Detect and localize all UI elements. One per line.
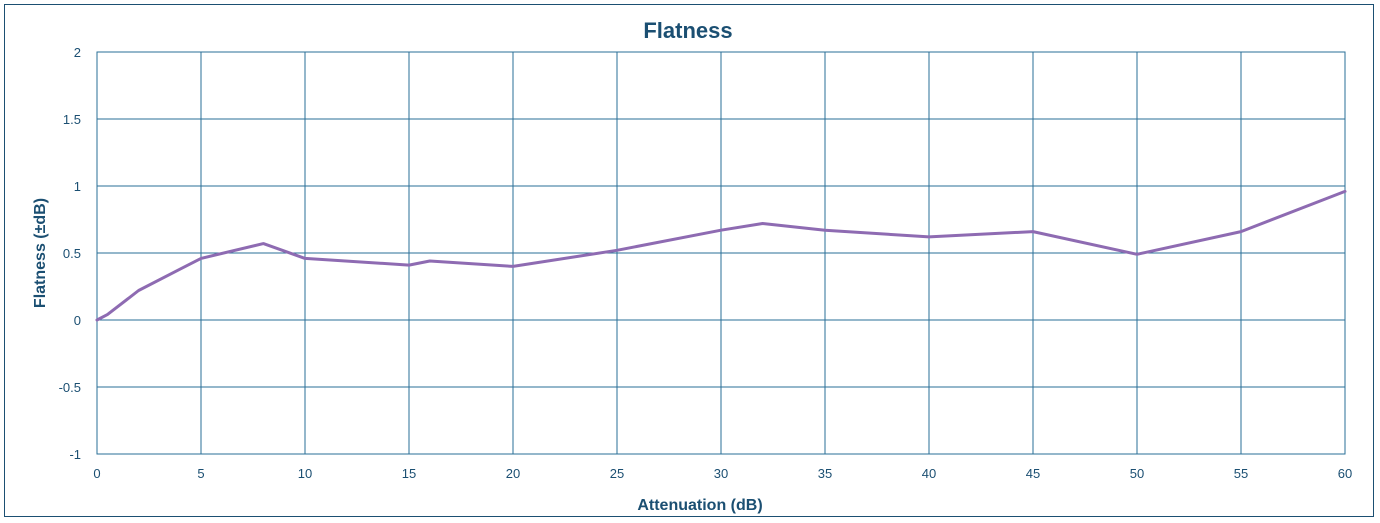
chart-title: Flatness: [643, 18, 732, 43]
y-axis-title: Flatness (±dB): [32, 198, 49, 308]
x-tick-label: 0: [93, 466, 100, 481]
plot-area: [96, 51, 1346, 455]
y-tick-label: 0: [74, 313, 81, 328]
x-tick-label: 40: [922, 466, 936, 481]
x-axis-ticks: 0 5 10 15 20 25 30 35 40 45 50 55 60: [93, 466, 1352, 481]
x-tick-label: 5: [197, 466, 204, 481]
x-tick-label: 60: [1338, 466, 1352, 481]
y-axis-ticks: -1 -0.5 0 0.5 1 1.5 2: [59, 45, 81, 462]
flatness-series-line: [95, 189, 1347, 322]
y-tick-label: 1: [74, 179, 81, 194]
x-tick-label: 25: [610, 466, 624, 481]
chart-frame: [4, 4, 1374, 517]
y-tick-label: 2: [74, 45, 81, 60]
x-tick-label: 30: [714, 466, 728, 481]
x-axis-title: Attenuation (dB): [637, 497, 762, 514]
x-tick-label: 35: [818, 466, 832, 481]
y-tick-label: 1.5: [63, 112, 81, 127]
series-layer: [95, 189, 1347, 322]
y-tick-label: 0.5: [63, 246, 81, 261]
x-tick-label: 55: [1234, 466, 1248, 481]
y-tick-label: -0.5: [59, 380, 81, 395]
y-tick-label: -1: [69, 447, 81, 462]
x-tick-label: 50: [1130, 466, 1144, 481]
x-tick-label: 15: [402, 466, 416, 481]
grid-lines: [96, 51, 1346, 455]
x-tick-label: 45: [1026, 466, 1040, 481]
x-tick-label: 10: [298, 466, 312, 481]
x-tick-label: 20: [506, 466, 520, 481]
